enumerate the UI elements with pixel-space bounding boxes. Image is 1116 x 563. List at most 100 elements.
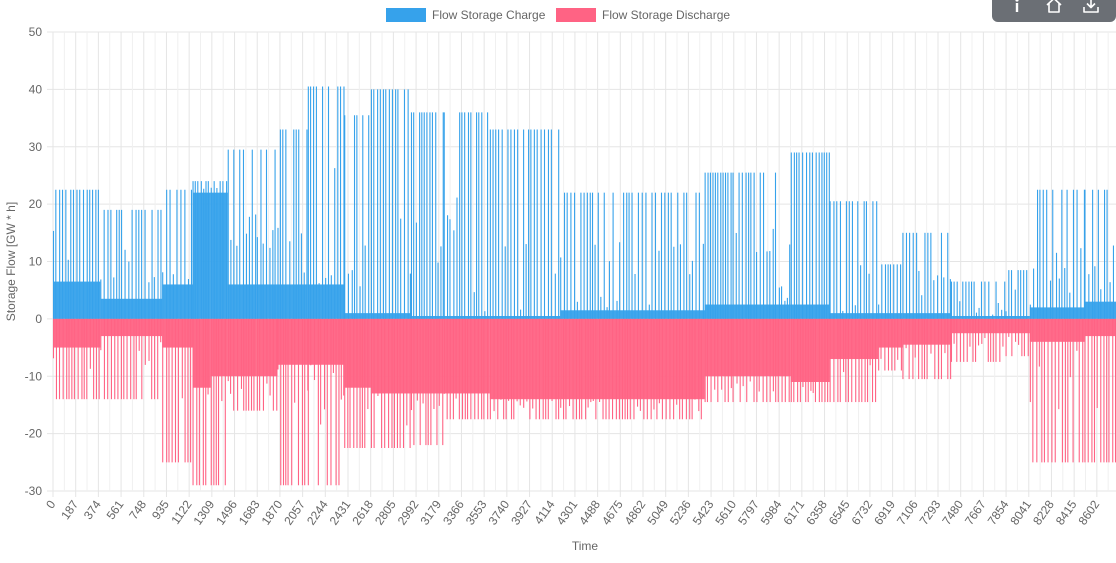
y-tick-label: 30 — [29, 140, 43, 154]
series-segment — [902, 318, 952, 380]
x-tick-label: 5984 — [758, 497, 785, 527]
bar-base — [560, 318, 705, 400]
x-tick-label: 4114 — [531, 497, 557, 526]
home-button[interactable] — [1040, 0, 1068, 19]
bar-base — [277, 318, 308, 365]
series-segment — [410, 318, 444, 446]
series-segment — [1029, 189, 1085, 319]
x-tick-label: 3740 — [486, 497, 513, 527]
x-tick-label: 7106 — [894, 497, 921, 527]
y-tick-label: 50 — [29, 25, 43, 39]
x-tick-label: 2244 — [304, 497, 331, 527]
x-tick-label: 5049 — [644, 497, 671, 527]
bar-base — [344, 318, 371, 388]
series-segment — [489, 318, 561, 420]
x-tick-label: 748 — [126, 497, 149, 522]
x-tick-label: 8041 — [1007, 497, 1034, 527]
series-segment — [277, 129, 308, 319]
series-segment — [878, 264, 903, 319]
x-tick-label: 6358 — [803, 497, 830, 527]
legend-swatch — [556, 8, 596, 22]
series-discharge — [52, 318, 1116, 486]
x-tick-label: 7667 — [962, 497, 989, 527]
x-tick-label: 4488 — [576, 497, 603, 527]
series-segment — [192, 181, 211, 319]
x-tick-label: 2992 — [395, 497, 422, 527]
series-segment — [307, 86, 345, 319]
x-tick-label: 1496 — [213, 497, 240, 527]
series-segment — [829, 318, 879, 403]
bar-base — [100, 318, 163, 337]
bar-base — [410, 318, 444, 394]
series-segment — [790, 318, 830, 403]
bar-base — [277, 284, 308, 319]
series-segment — [902, 232, 951, 319]
x-tick-label: 4301 — [554, 497, 581, 527]
legend[interactable]: Flow Storage Charge Flow Storage Discharg… — [386, 8, 730, 22]
series-charge — [52, 86, 1116, 319]
bar-base — [902, 313, 951, 319]
bar-base — [344, 313, 371, 319]
series-segment — [344, 318, 371, 448]
bar-base — [829, 318, 879, 360]
bar-base — [210, 192, 228, 319]
bar-base — [370, 313, 411, 319]
series-segment — [256, 318, 278, 411]
x-tick-label: 1870 — [259, 497, 286, 527]
x-tick-label: 7293 — [917, 497, 944, 527]
x-tick-label: 7480 — [939, 497, 966, 527]
x-tick-label: 8228 — [1030, 497, 1057, 527]
legend-item-discharge[interactable]: Flow Storage Discharge — [556, 8, 730, 22]
series-segment — [52, 189, 101, 319]
x-tick-label: 1309 — [191, 497, 218, 527]
bar-base — [732, 318, 791, 377]
bars-layer — [52, 86, 1116, 486]
series-segment — [100, 318, 163, 400]
y-tick-label: 0 — [35, 312, 42, 326]
series-segment — [227, 149, 257, 319]
x-tick-label: 2431 — [327, 497, 354, 527]
series-segment — [256, 149, 278, 319]
x-tick-label: 5797 — [735, 497, 762, 527]
download-button[interactable] — [1077, 0, 1105, 19]
x-tick-label: 4862 — [622, 497, 649, 527]
series-segment — [370, 89, 411, 319]
x-tick-label: 5423 — [690, 497, 717, 527]
series-segment — [443, 112, 490, 319]
download-icon — [1083, 0, 1100, 13]
info-icon — [1015, 0, 1019, 12]
x-tick-label: 6919 — [871, 497, 898, 527]
bar-base — [790, 318, 830, 382]
x-tick-label: 3179 — [417, 497, 444, 527]
x-tick-label: 1122 — [168, 497, 194, 526]
series-segment — [732, 318, 791, 403]
x-tick-label: 2057 — [281, 497, 308, 527]
series-segment — [1029, 318, 1085, 463]
home-icon — [1046, 0, 1062, 13]
series-segment — [52, 318, 101, 400]
legend-label: Flow Storage Charge — [432, 8, 546, 22]
chart-toolbar — [992, 0, 1116, 22]
bar-base — [100, 298, 163, 319]
series-segment — [344, 115, 371, 319]
series-segment — [210, 318, 228, 486]
series-segment — [950, 281, 1006, 319]
x-tick-label: 2618 — [349, 497, 376, 527]
x-tick-label: 561 — [104, 497, 127, 522]
series-segment — [1084, 318, 1116, 463]
series-segment — [704, 318, 733, 403]
x-tick-label: 7854 — [985, 497, 1012, 527]
legend-item-charge[interactable]: Flow Storage Charge — [386, 8, 546, 22]
series-segment — [829, 201, 879, 319]
bar-base — [489, 316, 561, 319]
y-axis-title: Storage Flow [GW * h] — [4, 202, 18, 321]
bar-base — [370, 318, 411, 394]
series-segment — [100, 209, 163, 319]
y-tick-label: 40 — [29, 82, 43, 96]
x-tick-label: 4675 — [599, 497, 626, 527]
bar-base — [307, 318, 345, 365]
bar-base — [256, 284, 278, 319]
info-button[interactable] — [1003, 0, 1031, 19]
bar-base — [950, 316, 1006, 319]
